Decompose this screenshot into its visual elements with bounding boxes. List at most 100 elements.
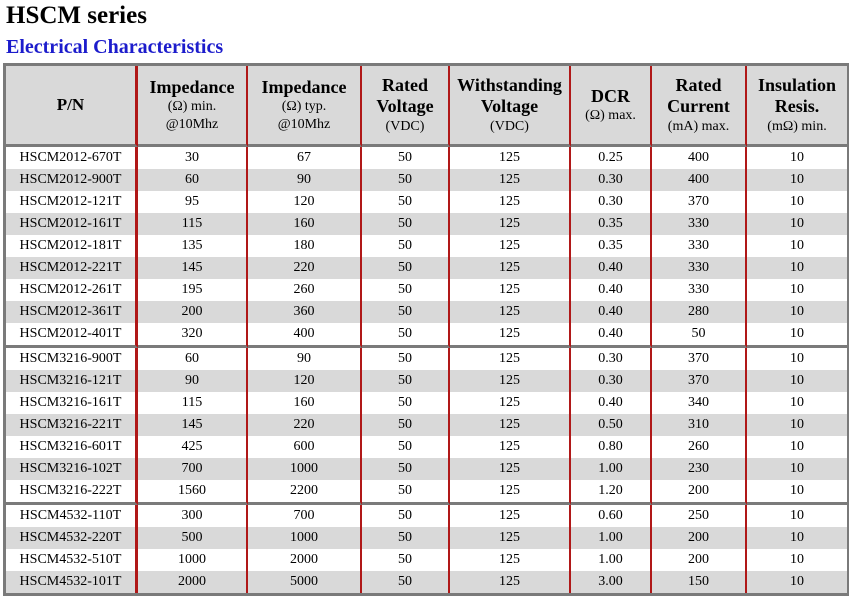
table-cell: 10 xyxy=(747,169,847,191)
table-cell: 125 xyxy=(450,257,571,279)
table-cell: 50 xyxy=(362,348,450,370)
table-cell: 10 xyxy=(747,527,847,549)
column-header-title: Voltage xyxy=(480,95,539,116)
table-cell: 0.30 xyxy=(571,348,652,370)
table-cell: 50 xyxy=(362,213,450,235)
table-cell: 10 xyxy=(747,147,847,169)
section-subtitle: Electrical Characteristics xyxy=(6,36,224,58)
table-row: HSCM2012-221T 145 220 50 125 0.40 330 10 xyxy=(6,257,847,279)
table-cell: 330 xyxy=(652,235,747,257)
table-row: HSCM2012-161T 115 160 50 125 0.35 330 10 xyxy=(6,213,847,235)
table-cell: 10 xyxy=(747,436,847,458)
table-cell: 50 xyxy=(362,169,450,191)
table-row: HSCM3216-222T 1560 2200 50 125 1.20 200 10 xyxy=(6,480,847,505)
table-cell: 67 xyxy=(248,147,362,169)
table-cell: 10 xyxy=(747,191,847,213)
table-cell: 1000 xyxy=(248,527,362,549)
table-cell: 230 xyxy=(652,458,747,480)
part-number-cell: HSCM3216-161T xyxy=(6,392,138,414)
part-number-cell: HSCM3216-222T xyxy=(6,480,138,505)
column-header-unit: (mA) max. xyxy=(667,118,730,134)
table-cell: 50 xyxy=(362,505,450,527)
part-number-cell: HSCM2012-261T xyxy=(6,279,138,301)
table-row: HSCM3216-221T 145 220 50 125 0.50 310 10 xyxy=(6,414,847,436)
table-cell: 370 xyxy=(652,348,747,370)
table-cell: 125 xyxy=(450,235,571,257)
table-cell: 200 xyxy=(652,527,747,549)
table-cell: 50 xyxy=(362,191,450,213)
table-cell: 10 xyxy=(747,370,847,392)
table-cell: 310 xyxy=(652,414,747,436)
part-number-cell: HSCM3216-900T xyxy=(6,348,138,370)
table-cell: 10 xyxy=(747,301,847,323)
table-cell: 280 xyxy=(652,301,747,323)
table-cell: 0.40 xyxy=(571,323,652,348)
table-row: HSCM2012-261T 195 260 50 125 0.40 330 10 xyxy=(6,279,847,301)
table-cell: 600 xyxy=(248,436,362,458)
table-cell: 125 xyxy=(450,169,571,191)
table-row: HSCM4532-220T 500 1000 50 125 1.00 200 10 xyxy=(6,527,847,549)
table-cell: 10 xyxy=(747,323,847,348)
part-number-cell: HSCM4532-220T xyxy=(6,527,138,549)
table-cell: 200 xyxy=(138,301,248,323)
table-cell: 10 xyxy=(747,213,847,235)
table-cell: 50 xyxy=(362,549,450,571)
table-cell: 125 xyxy=(450,505,571,527)
table-cell: 0.35 xyxy=(571,213,652,235)
table-cell: 1.00 xyxy=(571,549,652,571)
column-header-title: Resis. xyxy=(774,95,820,116)
column-header-unit: (Ω) min. xyxy=(167,99,217,115)
table-cell: 125 xyxy=(450,527,571,549)
table-cell: 5000 xyxy=(248,571,362,593)
column-header-unit: (Ω) max. xyxy=(585,108,636,124)
table-cell: 250 xyxy=(652,505,747,527)
table-cell: 10 xyxy=(747,279,847,301)
table-cell: 50 xyxy=(362,392,450,414)
table-cell: 125 xyxy=(450,392,571,414)
table-cell: 330 xyxy=(652,279,747,301)
table-row: HSCM2012-361T 200 360 50 125 0.40 280 10 xyxy=(6,301,847,323)
table-cell: 260 xyxy=(652,436,747,458)
table-cell: 160 xyxy=(248,392,362,414)
part-number-cell: HSCM3216-121T xyxy=(6,370,138,392)
table-cell: 500 xyxy=(138,527,248,549)
table-cell: 50 xyxy=(362,301,450,323)
table-cell: 10 xyxy=(747,414,847,436)
table-cell: 125 xyxy=(450,147,571,169)
part-number-cell: HSCM2012-401T xyxy=(6,323,138,348)
column-header-title: Impedance xyxy=(149,76,235,97)
page-title: HSCM series xyxy=(6,2,147,29)
part-number-cell: HSCM4532-110T xyxy=(6,505,138,527)
table-cell: 10 xyxy=(747,480,847,505)
table-cell: 340 xyxy=(652,392,747,414)
column-header-5: DCR (Ω) max. xyxy=(571,66,652,147)
table-cell: 0.40 xyxy=(571,392,652,414)
table-cell: 0.30 xyxy=(571,370,652,392)
table-cell: 125 xyxy=(450,370,571,392)
table-cell: 0.35 xyxy=(571,235,652,257)
table-cell: 1000 xyxy=(248,458,362,480)
table-row: HSCM2012-670T 30 67 50 125 0.25 400 10 xyxy=(6,147,847,169)
table-cell: 125 xyxy=(450,436,571,458)
table-cell: 0.40 xyxy=(571,301,652,323)
table-cell: 700 xyxy=(248,505,362,527)
table-cell: 10 xyxy=(747,571,847,593)
table-cell: 125 xyxy=(450,549,571,571)
table-cell: 90 xyxy=(248,169,362,191)
table-cell: 330 xyxy=(652,213,747,235)
table-row: HSCM3216-161T 115 160 50 125 0.40 340 10 xyxy=(6,392,847,414)
part-number-cell: HSCM2012-121T xyxy=(6,191,138,213)
table-cell: 50 xyxy=(362,414,450,436)
part-number-cell: HSCM2012-221T xyxy=(6,257,138,279)
table-cell: 0.30 xyxy=(571,169,652,191)
column-header-6: Rated Current (mA) max. xyxy=(652,66,747,147)
table-cell: 10 xyxy=(747,505,847,527)
column-header-1: Impedance (Ω) min. @10Mhz xyxy=(138,66,248,147)
table-cell: 0.25 xyxy=(571,147,652,169)
table-cell: 135 xyxy=(138,235,248,257)
table-header-row: P/N Impedance (Ω) min. @10Mhz Impedance (Ω) t… xyxy=(6,66,847,147)
table-cell: 50 xyxy=(362,571,450,593)
table-cell: 200 xyxy=(652,480,747,505)
table-cell: 400 xyxy=(248,323,362,348)
part-number-cell: HSCM2012-900T xyxy=(6,169,138,191)
